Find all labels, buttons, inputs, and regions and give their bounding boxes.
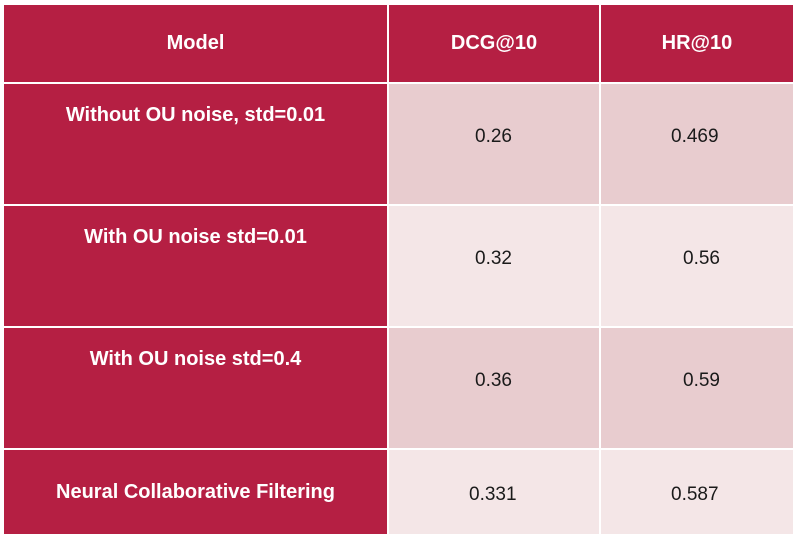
- header-row: Model DCG@10 HR@10: [2, 3, 795, 84]
- header-dcg10: DCG@10: [387, 3, 601, 84]
- dcg10-cell: 0.26: [387, 82, 601, 206]
- header-hr10: HR@10: [599, 3, 795, 84]
- model-cell: With OU noise std=0.4: [2, 326, 389, 450]
- table-row: Neural Collaborative Filtering 0.331 0.5…: [2, 448, 795, 536]
- dcg10-cell: 0.32: [387, 204, 601, 328]
- model-cell: Neural Collaborative Filtering: [2, 448, 389, 536]
- table-row: With OU noise std=0.4 0.36 0.59: [2, 326, 795, 450]
- header-model: Model: [2, 3, 389, 84]
- table-row: Without OU noise, std=0.01 0.26 0.469: [2, 82, 795, 206]
- hr10-cell: 0.59: [599, 326, 795, 450]
- hr10-cell: 0.587: [599, 448, 795, 536]
- model-cell: Without OU noise, std=0.01: [2, 82, 389, 206]
- results-table: Model DCG@10 HR@10 Without OU noise, std…: [2, 3, 795, 536]
- hr10-cell: 0.56: [599, 204, 795, 328]
- hr10-cell: 0.469: [599, 82, 795, 206]
- table-row: With OU noise std=0.01 0.32 0.56: [2, 204, 795, 328]
- dcg10-cell: 0.36: [387, 326, 601, 450]
- dcg10-cell: 0.331: [387, 448, 601, 536]
- model-cell: With OU noise std=0.01: [2, 204, 389, 328]
